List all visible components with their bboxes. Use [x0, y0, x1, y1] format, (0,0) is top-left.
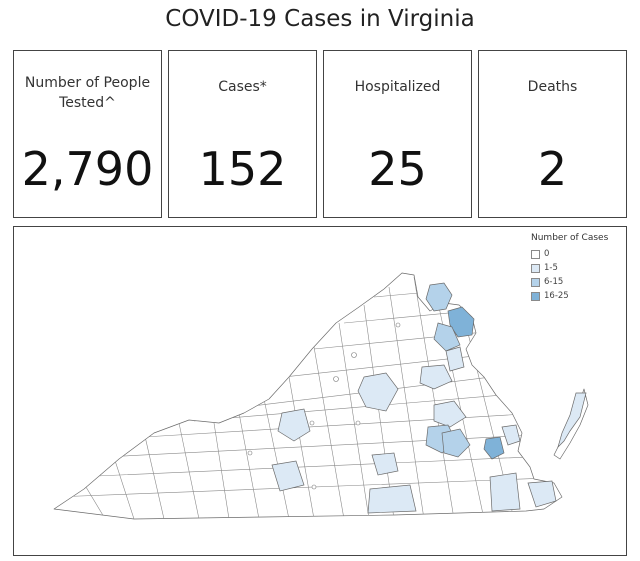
county-hanover[interactable]: [433, 400, 467, 428]
virginia-outline: [53, 272, 563, 520]
county-james-city[interactable]: [483, 436, 505, 460]
county-montgomery[interactable]: [271, 460, 305, 492]
county-rockingham[interactable]: [277, 408, 311, 442]
legend-item[interactable]: 1-5: [531, 261, 621, 275]
legend-item-label: 1-5: [544, 263, 558, 273]
cases-label: Cases*: [218, 79, 267, 95]
map-legend: Number of Cases 0 1-5 6-15 16-25: [531, 233, 621, 303]
city-marker: [247, 450, 253, 456]
legend-item-label: 0: [544, 249, 550, 259]
hospitalized-value: 25: [368, 142, 427, 196]
virginia-county-map[interactable]: [14, 227, 626, 555]
legend-swatch: [531, 277, 540, 287]
county-york[interactable]: [501, 424, 521, 446]
county-albemarle[interactable]: [357, 372, 399, 412]
county-southampton[interactable]: [489, 472, 521, 512]
city-marker: [395, 322, 401, 328]
city-marker: [311, 484, 317, 490]
county-chesterfield[interactable]: [441, 428, 471, 458]
city-marker: [333, 376, 339, 382]
tested-card[interactable]: Number of People Tested^ 2,790: [13, 50, 162, 218]
tested-value: 2,790: [21, 142, 154, 196]
legend-item[interactable]: 16-25: [531, 289, 621, 303]
county-louisa[interactable]: [419, 364, 453, 390]
county-map-panel[interactable]: Number of Cases 0 1-5 6-15 16-25: [13, 226, 627, 556]
legend-title: Number of Cases: [531, 233, 609, 243]
county-stafford[interactable]: [445, 346, 465, 372]
city-marker: [309, 420, 315, 426]
legend-item-label: 6-15: [544, 277, 564, 287]
county-virginia-beach[interactable]: [527, 480, 557, 508]
dashboard-title: COVID-19 Cases in Virginia: [165, 6, 475, 32]
legend-swatch: [531, 291, 540, 301]
county-prince-william[interactable]: [433, 322, 461, 352]
tested-label: Number of People Tested^: [24, 75, 151, 111]
legend-swatch: [531, 249, 540, 259]
cases-value: 152: [198, 142, 287, 196]
cases-card[interactable]: Cases* 152: [168, 50, 317, 218]
hospitalized-card[interactable]: Hospitalized 25: [323, 50, 472, 218]
county-charlotte[interactable]: [371, 452, 399, 476]
hospitalized-label: Hospitalized: [354, 79, 441, 95]
deaths-card[interactable]: Deaths 2: [478, 50, 627, 218]
county-loudoun[interactable]: [425, 282, 453, 312]
deaths-label: Deaths: [527, 79, 578, 95]
legend-item[interactable]: 0: [531, 247, 621, 261]
county-accomack[interactable]: [557, 392, 587, 449]
legend-item[interactable]: 6-15: [531, 275, 621, 289]
county-fairfax[interactable]: [447, 306, 475, 338]
legend-item-label: 16-25: [544, 291, 569, 301]
city-marker: [351, 352, 357, 358]
legend-swatch: [531, 263, 540, 273]
city-marker: [355, 420, 361, 426]
county-mecklenburg[interactable]: [367, 484, 417, 514]
deaths-value: 2: [537, 142, 568, 196]
